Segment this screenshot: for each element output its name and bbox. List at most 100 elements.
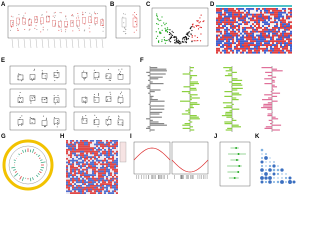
dot	[18, 13, 20, 15]
cell	[104, 143, 106, 146]
cell	[238, 46, 240, 48]
cell	[86, 163, 88, 166]
cell	[242, 27, 244, 29]
dot	[190, 26, 192, 29]
cell	[66, 163, 68, 166]
cell	[268, 11, 270, 14]
box	[58, 21, 62, 28]
box	[17, 119, 24, 125]
cell	[254, 9, 256, 12]
cell	[280, 28, 282, 31]
cell	[80, 158, 82, 160]
dot	[10, 26, 12, 28]
dot	[197, 24, 199, 27]
cell	[76, 149, 78, 151]
dot	[133, 31, 135, 33]
dot	[94, 114, 96, 116]
cell	[268, 51, 270, 54]
cell	[98, 145, 100, 148]
dot	[155, 31, 157, 33]
cell	[252, 40, 254, 43]
cell	[82, 143, 84, 146]
cell	[272, 13, 274, 16]
cell	[112, 174, 114, 176]
dot	[95, 17, 97, 19]
cell	[218, 17, 220, 20]
cell	[266, 42, 268, 45]
cell	[226, 46, 228, 48]
cell	[290, 36, 292, 39]
cell	[90, 174, 92, 176]
cell	[256, 11, 258, 14]
cell	[96, 183, 98, 185]
cell	[108, 152, 110, 155]
cell	[266, 17, 268, 20]
cell	[236, 19, 238, 22]
cell	[254, 25, 256, 27]
cell	[250, 42, 252, 45]
corr	[264, 180, 268, 184]
dot	[42, 26, 44, 28]
dot	[170, 32, 172, 35]
cell	[84, 176, 86, 178]
cell	[84, 185, 86, 187]
cell	[272, 9, 274, 12]
cell	[252, 30, 254, 33]
cell	[268, 40, 270, 43]
cell	[288, 47, 290, 50]
cell	[94, 150, 96, 153]
cell	[116, 149, 118, 151]
cell	[288, 32, 290, 35]
cell	[98, 174, 100, 176]
cell	[246, 17, 248, 20]
cell	[92, 170, 94, 173]
cell	[258, 47, 260, 50]
cell	[70, 186, 72, 189]
corr	[285, 181, 287, 183]
cell	[242, 13, 244, 16]
cell	[112, 192, 114, 194]
dot	[12, 16, 14, 18]
cell	[216, 32, 218, 35]
cell	[246, 9, 248, 12]
cell	[238, 40, 240, 43]
cell	[266, 44, 268, 46]
dot	[237, 153, 240, 155]
cell	[92, 183, 94, 185]
cell	[88, 177, 90, 180]
box	[64, 21, 68, 28]
dot	[182, 37, 184, 39]
dot	[170, 36, 173, 39]
cell	[278, 46, 280, 48]
cell	[218, 19, 220, 22]
cell	[228, 47, 230, 50]
dot	[158, 41, 160, 43]
cell	[258, 46, 260, 48]
cell	[230, 34, 232, 37]
cell	[112, 181, 114, 184]
cell	[104, 176, 106, 178]
cell	[286, 19, 288, 22]
cell	[260, 40, 262, 43]
bar	[270, 123, 272, 125]
dot	[135, 23, 137, 25]
bar	[224, 95, 232, 97]
cell	[96, 186, 98, 189]
cell	[96, 167, 98, 169]
cell	[268, 27, 270, 29]
bar	[150, 83, 164, 85]
cell	[70, 154, 72, 157]
cell	[286, 34, 288, 37]
cell	[94, 161, 96, 164]
plot-frame	[7, 5, 107, 39]
cell	[268, 47, 270, 50]
cell	[278, 36, 280, 39]
cell	[264, 27, 266, 29]
cell	[286, 8, 288, 10]
bar	[181, 91, 190, 93]
cell	[100, 165, 102, 167]
cell	[248, 30, 250, 33]
cell	[256, 30, 258, 33]
bar	[267, 102, 272, 104]
cell	[80, 186, 82, 189]
